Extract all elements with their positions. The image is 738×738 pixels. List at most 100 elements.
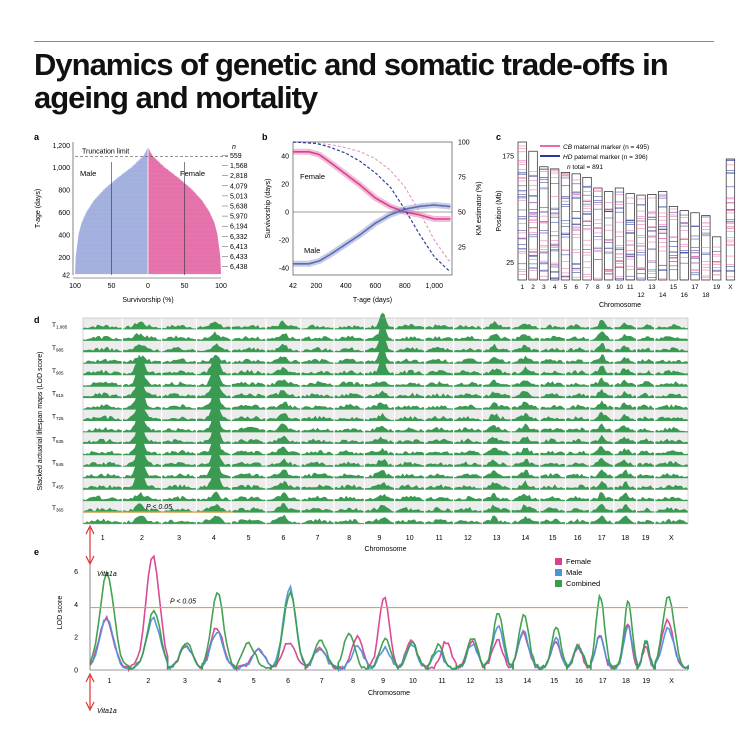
lod-area	[636, 485, 655, 490]
lod-area	[334, 392, 365, 399]
lod-area	[453, 485, 483, 490]
lod-area	[231, 416, 266, 421]
female-bar	[148, 221, 215, 224]
lod-area	[424, 426, 454, 433]
lod-area	[196, 503, 232, 513]
male-bar	[99, 193, 148, 195]
lod-area	[636, 450, 655, 456]
female-bar	[148, 191, 195, 194]
lod-area	[453, 438, 483, 444]
male-bar	[143, 154, 148, 156]
x-tick-label-d: 14	[522, 535, 530, 542]
lod-line-combined	[89, 570, 689, 671]
male-bar	[108, 185, 148, 187]
lod-area	[394, 473, 425, 479]
lod-area	[613, 469, 637, 479]
lod-area	[364, 459, 395, 467]
series-line-male	[293, 204, 451, 265]
male-bar	[92, 202, 148, 205]
n-value: 1,568	[230, 163, 248, 170]
lod-area	[122, 491, 162, 502]
male-bar	[87, 209, 148, 211]
lod-area	[161, 346, 197, 353]
chromosome-bar	[712, 236, 722, 281]
lod-area	[334, 403, 365, 410]
x-tick-label-a: 100	[69, 283, 81, 290]
male-bar	[116, 178, 148, 181]
male-bar	[79, 228, 148, 230]
lod-area	[266, 379, 301, 387]
male-bar	[112, 181, 148, 183]
lod-area	[300, 370, 335, 376]
chromosome-tick-label: X	[728, 284, 733, 291]
n-value: 6,413	[230, 244, 248, 251]
lod-area	[589, 400, 614, 410]
lod-area	[636, 438, 655, 444]
lod-area	[196, 468, 232, 490]
lod-area	[231, 404, 266, 410]
lod-area	[334, 518, 365, 524]
x-tick-label-d: 15	[549, 535, 557, 542]
lod-area	[83, 381, 123, 387]
lod-area	[565, 473, 590, 479]
female-bar	[148, 159, 158, 162]
lod-area	[613, 333, 637, 341]
female-bar	[148, 182, 185, 185]
x-tick-label-d: 9	[377, 535, 381, 542]
lod-area	[300, 450, 335, 456]
row-label: T815	[52, 391, 64, 399]
female-bar	[148, 238, 219, 241]
lod-area	[83, 473, 123, 479]
lod-area	[636, 404, 655, 410]
lod-area	[334, 439, 365, 444]
male-bar	[85, 213, 148, 215]
lod-area	[83, 392, 123, 399]
lod-area	[364, 321, 395, 341]
page-title: Dynamics of genetic and somatic trade-of…	[34, 47, 669, 115]
female-bar	[148, 242, 219, 245]
lod-area	[196, 376, 232, 399]
lod-area	[613, 448, 637, 456]
lod-area	[636, 370, 655, 376]
lod-area	[453, 325, 483, 330]
lod-area	[300, 484, 335, 490]
y-tick-label-b: -40	[279, 266, 289, 273]
x-tick-label-d: 8	[347, 535, 351, 542]
lod-area	[266, 492, 301, 502]
lod-area	[83, 346, 123, 353]
lod-area	[364, 469, 395, 479]
lod-area	[636, 462, 655, 467]
lod-area	[161, 358, 197, 364]
lod-area	[539, 324, 566, 330]
female-bar	[148, 194, 198, 197]
y-tick-label-b: 20	[281, 182, 289, 189]
lod-area	[511, 458, 540, 467]
n-value: 2,818	[230, 173, 248, 180]
lod-area	[161, 462, 197, 467]
km-line-0	[292, 141, 451, 262]
female-bar	[148, 240, 219, 242]
x-axis-title-d: Chromosome	[364, 546, 406, 553]
lod-area	[83, 369, 123, 376]
female-bar	[148, 162, 161, 164]
y-tick-label-b: 0	[285, 210, 289, 217]
male-bar	[78, 232, 148, 234]
lod-area	[589, 515, 614, 524]
x-tick-label-e: 16	[575, 678, 583, 685]
lod-area	[589, 423, 614, 433]
y-tick-label-a: 1,200	[52, 143, 70, 150]
female-bar	[148, 189, 193, 191]
male-bar	[77, 240, 148, 242]
male-bar	[92, 201, 148, 203]
female-bar	[148, 168, 168, 171]
x-tick-label-d: 7	[315, 535, 319, 542]
lod-area	[453, 370, 483, 376]
lod-area	[266, 390, 301, 399]
lod-area	[394, 392, 425, 399]
n-value: 6,438	[230, 264, 248, 271]
female-bar	[148, 171, 172, 174]
male-bar	[103, 189, 148, 191]
lod-area	[482, 470, 511, 479]
chromosome-tick-label: 17	[691, 284, 699, 291]
female-bar	[148, 248, 220, 250]
